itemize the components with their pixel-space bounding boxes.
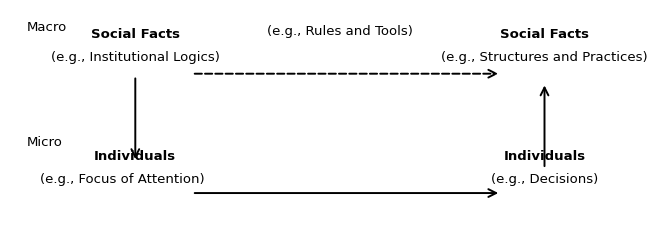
Text: Micro: Micro (26, 136, 62, 149)
Text: (e.g., Rules and Tools): (e.g., Rules and Tools) (267, 25, 413, 38)
Text: (e.g., Decisions): (e.g., Decisions) (491, 173, 598, 186)
Text: Social Facts: Social Facts (91, 28, 180, 41)
Text: Macro: Macro (26, 21, 67, 34)
Text: (e.g., Institutional Logics): (e.g., Institutional Logics) (51, 51, 220, 65)
Text: Individuals: Individuals (504, 150, 585, 163)
Text: Social Facts: Social Facts (500, 28, 589, 41)
Text: (e.g., Structures and Practices): (e.g., Structures and Practices) (441, 51, 648, 65)
Text: (e.g., Focus of Attention): (e.g., Focus of Attention) (40, 173, 205, 186)
Text: Individuals: Individuals (94, 150, 176, 163)
